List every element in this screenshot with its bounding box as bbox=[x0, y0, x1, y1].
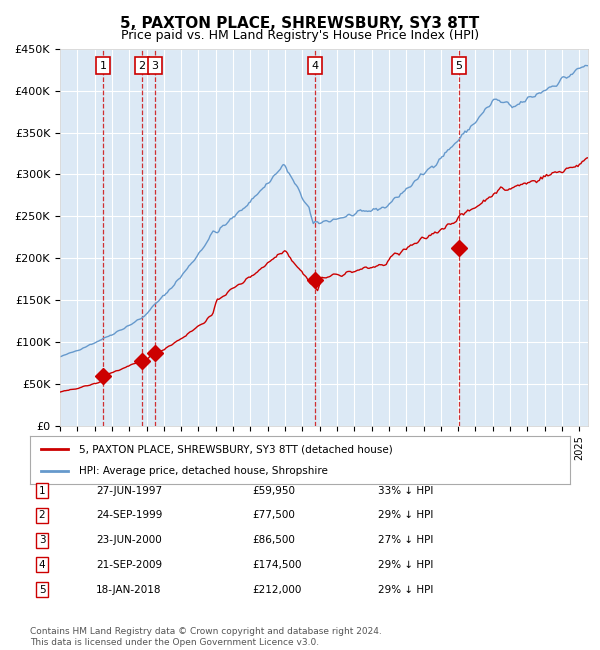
Text: 29% ↓ HPI: 29% ↓ HPI bbox=[378, 584, 433, 595]
Text: £59,950: £59,950 bbox=[252, 486, 295, 496]
Text: 21-SEP-2009: 21-SEP-2009 bbox=[96, 560, 162, 570]
Text: £212,000: £212,000 bbox=[252, 584, 301, 595]
Text: 27% ↓ HPI: 27% ↓ HPI bbox=[378, 535, 433, 545]
Text: £77,500: £77,500 bbox=[252, 510, 295, 521]
Text: Contains HM Land Registry data © Crown copyright and database right 2024.
This d: Contains HM Land Registry data © Crown c… bbox=[30, 627, 382, 647]
Text: 33% ↓ HPI: 33% ↓ HPI bbox=[378, 486, 433, 496]
Text: 24-SEP-1999: 24-SEP-1999 bbox=[96, 510, 163, 521]
Text: 4: 4 bbox=[38, 560, 46, 570]
Text: £174,500: £174,500 bbox=[252, 560, 302, 570]
Text: 3: 3 bbox=[38, 535, 46, 545]
Text: 5, PAXTON PLACE, SHREWSBURY, SY3 8TT (detached house): 5, PAXTON PLACE, SHREWSBURY, SY3 8TT (de… bbox=[79, 444, 392, 454]
Text: 5, PAXTON PLACE, SHREWSBURY, SY3 8TT: 5, PAXTON PLACE, SHREWSBURY, SY3 8TT bbox=[121, 16, 479, 31]
Text: 1: 1 bbox=[38, 486, 46, 496]
Text: 5: 5 bbox=[38, 584, 46, 595]
Text: 29% ↓ HPI: 29% ↓ HPI bbox=[378, 560, 433, 570]
Text: 23-JUN-2000: 23-JUN-2000 bbox=[96, 535, 162, 545]
Text: 29% ↓ HPI: 29% ↓ HPI bbox=[378, 510, 433, 521]
Text: 4: 4 bbox=[311, 60, 319, 70]
Text: 1: 1 bbox=[100, 60, 107, 70]
Text: 18-JAN-2018: 18-JAN-2018 bbox=[96, 584, 161, 595]
Text: HPI: Average price, detached house, Shropshire: HPI: Average price, detached house, Shro… bbox=[79, 465, 328, 476]
Text: 5: 5 bbox=[455, 60, 463, 70]
Text: 2: 2 bbox=[38, 510, 46, 521]
Text: Price paid vs. HM Land Registry's House Price Index (HPI): Price paid vs. HM Land Registry's House … bbox=[121, 29, 479, 42]
Text: £86,500: £86,500 bbox=[252, 535, 295, 545]
Text: 2: 2 bbox=[139, 60, 145, 70]
Text: 3: 3 bbox=[151, 60, 158, 70]
Text: 27-JUN-1997: 27-JUN-1997 bbox=[96, 486, 162, 496]
